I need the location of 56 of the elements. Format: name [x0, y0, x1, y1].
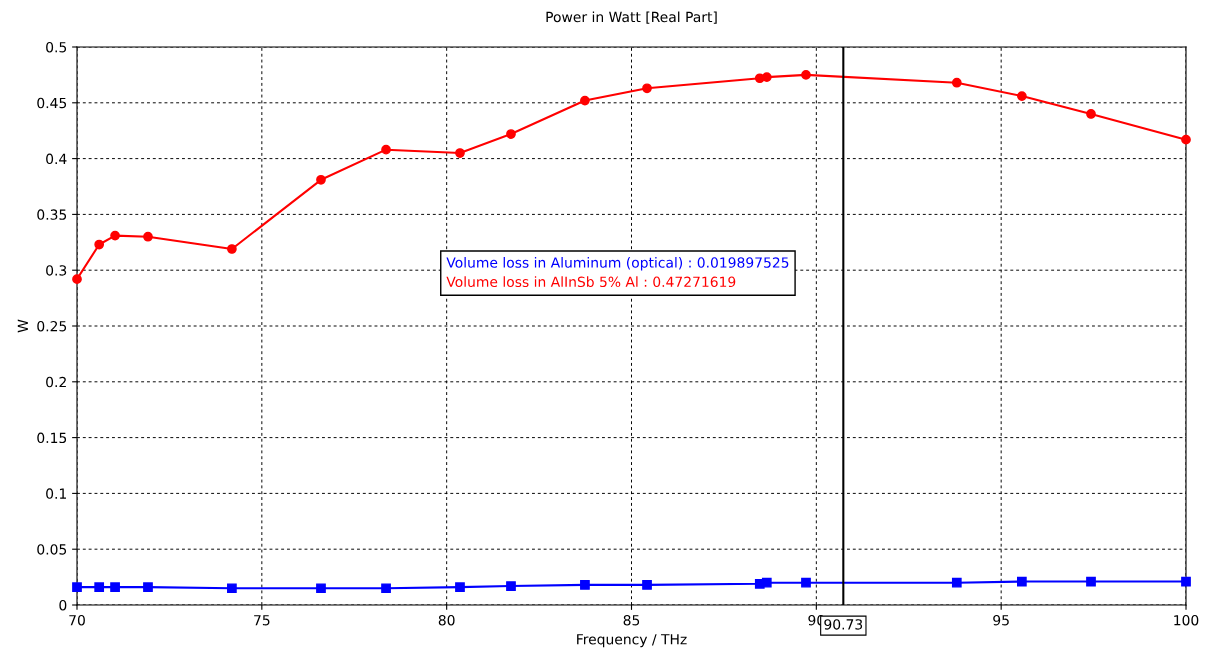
point	[506, 581, 516, 591]
point	[227, 244, 237, 254]
y-tick-label: 0.4	[46, 153, 67, 165]
y-tick-label: 0.05	[37, 544, 67, 555]
x-tick-label: 75	[254, 615, 270, 626]
point	[1086, 576, 1096, 587]
point	[381, 144, 391, 155]
point	[72, 582, 82, 593]
y-tick-label: 0.3	[46, 265, 67, 276]
point	[761, 577, 772, 588]
x-tick-label: 80	[438, 614, 455, 626]
point	[951, 577, 962, 588]
point	[94, 239, 105, 250]
ref-line-label: 90.73	[824, 619, 863, 630]
point	[455, 148, 465, 158]
point	[1181, 134, 1191, 145]
point	[506, 129, 516, 139]
point	[580, 580, 590, 590]
point	[316, 174, 326, 185]
point	[642, 83, 652, 94]
point	[316, 583, 326, 594]
y-tick-label: 0.45	[37, 97, 67, 109]
annotation: Volume loss in AlInSb 5% Al : 0.47271619	[446, 276, 736, 288]
chart-title: Power in Watt [Real Part]	[546, 11, 717, 24]
point	[455, 582, 465, 593]
x-axis-title: Frequency / THz	[577, 634, 687, 648]
y-tick-label: 0.35	[37, 209, 67, 220]
point	[801, 70, 811, 80]
point	[1017, 91, 1027, 101]
x-tick-label: 70	[69, 614, 85, 626]
point	[94, 582, 105, 593]
point	[642, 580, 652, 590]
y-axis-title: W	[17, 319, 28, 333]
point	[381, 583, 391, 594]
y-tick-label: 0.1	[46, 488, 66, 499]
point	[1181, 576, 1191, 587]
y-tick-label: 0.2	[46, 376, 66, 388]
point	[801, 577, 811, 588]
point	[1017, 576, 1027, 587]
y-tick-label: 0.5	[46, 41, 67, 53]
x-tick-label: 95	[993, 614, 1009, 626]
point	[580, 95, 590, 106]
x-tick-label: 100	[1174, 614, 1199, 626]
point	[761, 72, 772, 82]
x-tick-label: 85	[623, 614, 640, 626]
point	[110, 230, 120, 241]
point	[72, 274, 82, 284]
point	[951, 77, 962, 88]
y-tick-label: 0	[59, 599, 67, 611]
point	[110, 582, 120, 593]
point	[227, 583, 237, 594]
point	[143, 231, 153, 242]
y-tick-label: 0.15	[37, 432, 67, 444]
point	[1086, 109, 1096, 119]
point	[143, 582, 153, 593]
y-tick-label: 0.25	[37, 320, 67, 332]
